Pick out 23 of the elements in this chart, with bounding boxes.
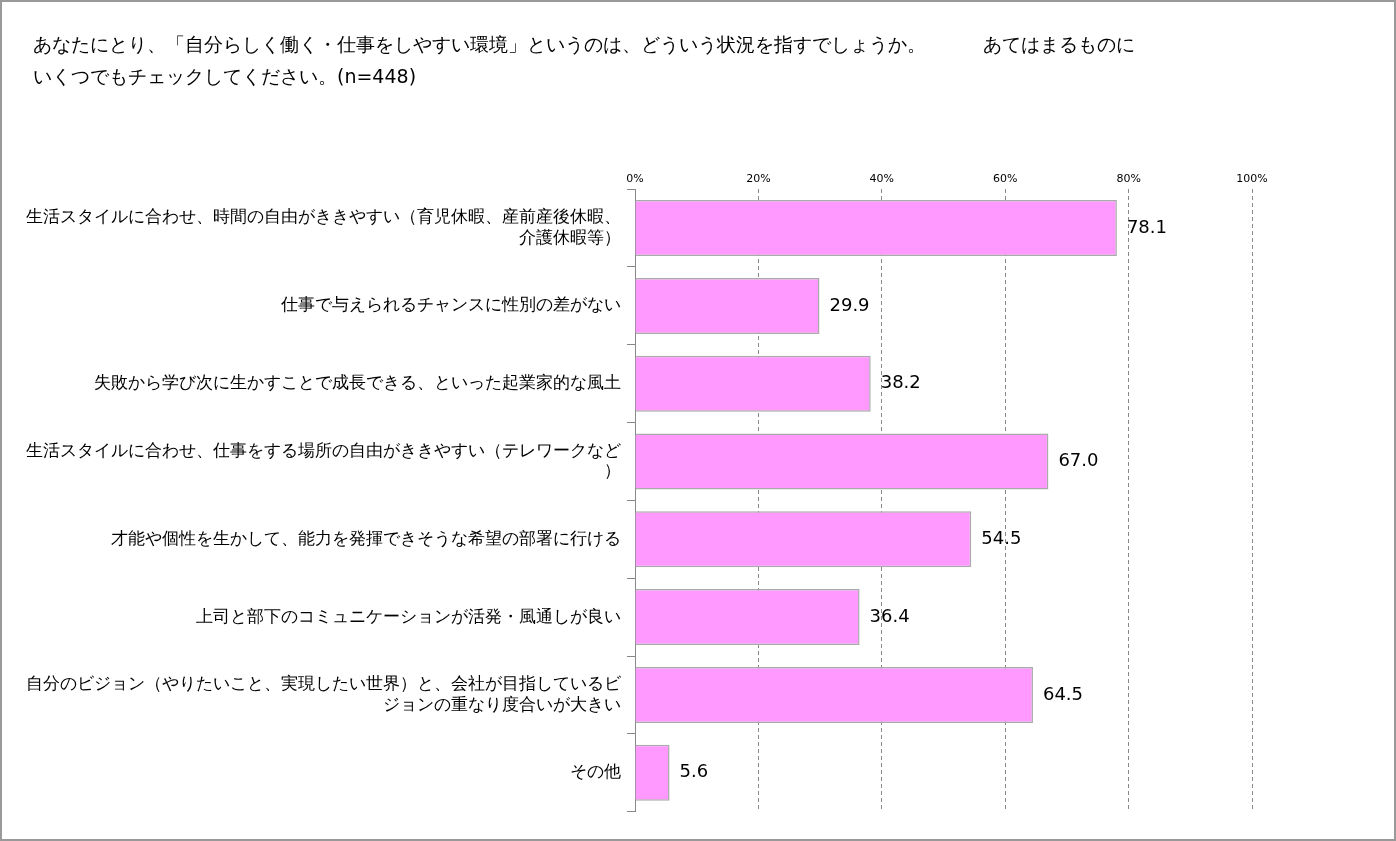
x-tick-label: 0% [626, 172, 644, 186]
data-label: 54.5 [981, 526, 1022, 548]
y-tick-label: 才能や個性を生かして、能力を発揮できそうな希望の部署に行ける [111, 527, 621, 548]
y-tick-label: 自分のビジョン（やりたいこと、実現したい世界）と、会社が目指しているビジョンの重なり度合いが大きい [26, 673, 622, 714]
y-tick-label: 上司と部下のコミュニケーションが活発・風通しが良い [196, 605, 621, 626]
data-label: 5.6 [679, 760, 709, 782]
y-tick-label: 生活スタイルに合わせ、時間の自由がききやすい（育児休暇、産前産後休暇、介護休暇等） [26, 206, 621, 247]
data-label: 38.2 [880, 371, 921, 393]
y-tick-label: 仕事で与えられるチャンスに性別の差がない [280, 294, 621, 315]
x-tick-label: 60% [992, 172, 1018, 186]
data-label: 64.5 [1042, 682, 1084, 704]
data-label: 29.9 [829, 293, 870, 315]
x-tick-label: 100% [1236, 172, 1268, 186]
x-tick-label: 80% [1116, 172, 1141, 186]
data-label: 36.4 [869, 604, 910, 626]
data-label: 67.0 [1058, 449, 1099, 471]
y-tick-label: 生活スタイルに合わせ、仕事をする場所の自由がききやすい（テレワークなど） [26, 439, 621, 481]
data-label: 78.1 [1126, 215, 1167, 237]
y-tick-label: その他 [570, 761, 621, 782]
chart-title: あなたにとり、「自分らしく働く・仕事をしやすい環境」というのは、どういう状況を指すでしょうか。 あてはまるものにいくつでもチェックしてください。(n=448) [33, 32, 1136, 89]
y-tick-label: 失敗から学び次に生かすことで成長できる、といった起業家的な風土 [94, 372, 621, 393]
x-tick-label: 20% [746, 172, 771, 186]
x-tick-label: 40% [869, 172, 895, 186]
